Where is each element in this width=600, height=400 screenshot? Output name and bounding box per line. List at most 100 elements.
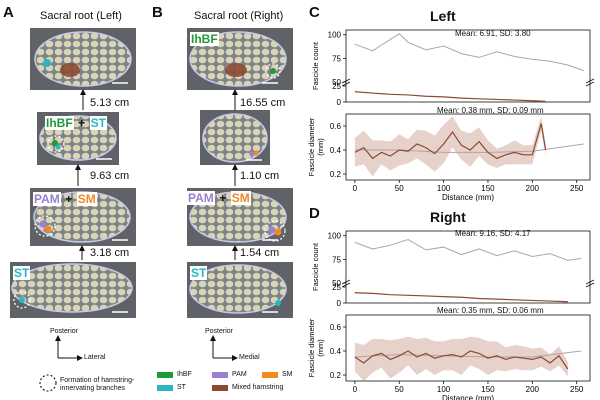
y-tick-label: 0.6 [330, 323, 342, 332]
diameter-axes-c [345, 113, 591, 181]
label-st-a: ST [13, 266, 31, 280]
branch-formation-circle [34, 215, 56, 237]
y-tick-label: 100 [328, 232, 342, 241]
diam-stats-c: Mean: 0.38 mm, SD: 0.09 mm [437, 106, 544, 115]
section-a1-nerve [34, 31, 132, 87]
branch-formation-circle [265, 63, 281, 79]
branch-formation-circle [13, 291, 31, 309]
y-tick-label: 0.4 [330, 146, 342, 155]
y-tick-label: 0.2 [330, 371, 342, 380]
axis-break-mark [585, 279, 595, 285]
diameter-y-label: Fascicle diameter [307, 318, 316, 377]
y-tick-label: 75 [332, 54, 341, 63]
count-stats-d: Mean: 9.16, SD: 4.17 [455, 229, 531, 238]
count-stats-c: Mean: 6.91, SD: 3.80 [455, 29, 531, 38]
panel-letter-a: A [3, 4, 14, 21]
x-tick-label: 100 [437, 385, 451, 394]
distance-a1: 5.13 cm [90, 97, 130, 109]
count-y-label: Fascicle count [311, 41, 320, 90]
count-series-hamstring [354, 91, 546, 102]
section-a4-nerve [11, 263, 133, 313]
branch-formation-circle [47, 135, 65, 153]
diameter-series-total [354, 350, 582, 358]
x-tick-label: 250 [570, 385, 584, 394]
legend-item-mixed: Mixed hamstring [212, 384, 283, 391]
x-tick-label: 50 [395, 184, 404, 193]
branch-formation-circle [264, 220, 286, 242]
orient-a-side: Lateral [84, 354, 106, 361]
y-tick-label: 50 [332, 78, 341, 87]
y-tick-label: 0 [337, 98, 342, 107]
section-b1-hamstring [225, 63, 247, 77]
panel-letter-c: C [309, 4, 320, 21]
section-a1-st [43, 59, 51, 67]
y-tick-label: 0.6 [330, 122, 342, 131]
diameter-series-total [354, 143, 584, 153]
section-a1-hamstring [60, 63, 80, 77]
x-tick-label: 150 [481, 385, 495, 394]
count-axes-d [345, 230, 591, 304]
section-b2-nerve [202, 113, 268, 163]
orient-b-up: Posterior [205, 328, 234, 335]
count-axes-c [345, 29, 591, 103]
y-tick-label: 0.2 [330, 170, 342, 179]
distance-b3: 1.54 cm [240, 247, 280, 259]
legend-item-st: ST [157, 384, 186, 391]
label-st-b: ST [190, 266, 208, 280]
x-tick-label: 150 [481, 184, 495, 193]
axis-break-mark [585, 78, 595, 84]
diameter-series-hamstring [354, 123, 547, 160]
legend-circle-icon [39, 374, 57, 392]
y-tick-label: 0 [337, 299, 342, 308]
section-b4-nerve [189, 264, 287, 314]
x-axis-label: Distance (mm) [442, 394, 494, 400]
panel-letter-d: D [309, 205, 320, 222]
count-series-total [354, 33, 584, 72]
y-tick-label: 100 [328, 31, 342, 40]
legend-item-ihbf: IhBF [157, 371, 192, 378]
legend-item-pam: PAM [212, 371, 247, 378]
x-tick-label: 0 [353, 385, 358, 394]
diam-stats-d: Mean: 0.35 mm, SD: 0.06 mm [437, 306, 544, 315]
distance-a3: 3.18 cm [90, 247, 130, 259]
x-tick-label: 0 [353, 184, 358, 193]
panel-letter-b: B [152, 4, 163, 21]
y-tick-label: 25 [332, 283, 341, 292]
legend-item-sm: SM [262, 371, 293, 378]
distance-b2: 1.10 cm [240, 170, 280, 182]
diameter-axes-d [345, 314, 591, 382]
x-tick-label: 200 [526, 385, 540, 394]
diameter-y-label-unit: (mm) [316, 138, 325, 156]
orient-a-up: Posterior [50, 328, 79, 335]
diameter-sd-band [354, 336, 568, 381]
y-tick-label: 0.4 [330, 347, 342, 356]
diameter-y-label-unit: (mm) [316, 339, 325, 357]
label-ihbf-b: IhBF [190, 32, 219, 46]
x-tick-label: 50 [395, 385, 404, 394]
y-tick-label: 25 [332, 82, 341, 91]
panel-b-title: Sacral root (Right) [194, 10, 284, 22]
legend-circle-note: Formation of hamstring- innervating bran… [60, 377, 135, 392]
y-tick-label: 50 [332, 279, 341, 288]
diameter-sd-band [354, 116, 546, 177]
count-series-hamstring [354, 292, 568, 303]
label-ihbf-st: IhBF + ST [45, 116, 107, 130]
x-tick-label: 250 [570, 184, 584, 193]
panel-a-title: Sacral root (Left) [40, 10, 122, 22]
panel-d-title: Right [430, 209, 466, 225]
x-axis-label: Distance (mm) [442, 193, 494, 202]
diameter-series-hamstring [354, 350, 569, 370]
axis-break-mark [585, 282, 595, 288]
distance-b1: 16.55 cm [240, 97, 286, 109]
diameter-y-label: Fascicle diameter [307, 117, 316, 176]
orient-b-side: Medial [239, 354, 260, 361]
count-y-label: Fascicle count [311, 242, 320, 291]
axis-break-mark [585, 81, 595, 87]
x-tick-label: 100 [437, 184, 451, 193]
axis-break-mark [341, 81, 351, 87]
count-series-total [354, 238, 582, 261]
axis-break-mark [341, 282, 351, 288]
label-pam-sm-b: PAM + SM [187, 191, 251, 205]
y-tick-label: 75 [332, 255, 341, 264]
